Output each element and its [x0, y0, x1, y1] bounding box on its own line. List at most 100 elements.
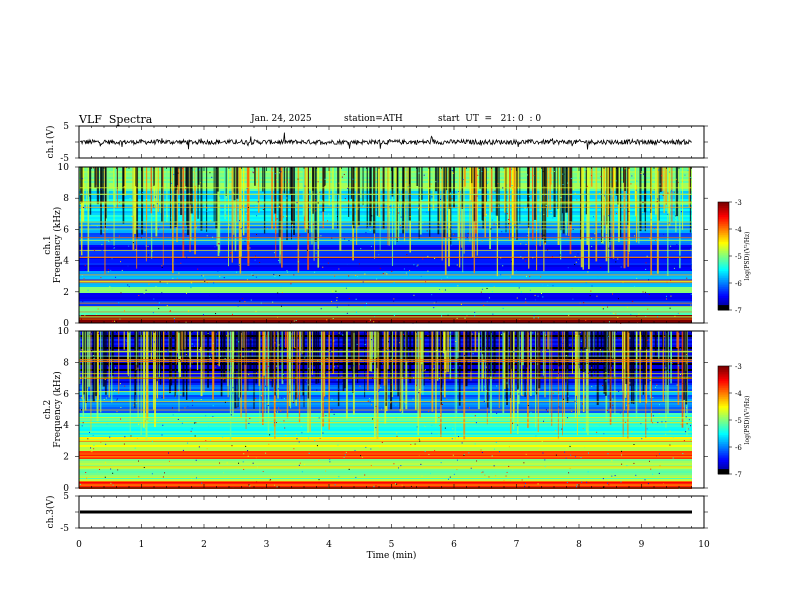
ch1-spectrogram-burst — [444, 167, 447, 275]
ch1-spectrogram-burst — [529, 167, 530, 187]
ch2-spectrogram-speckle — [370, 448, 372, 450]
ch1-spectrogram-speckle — [231, 313, 233, 315]
ch2-spectrogram-colorbar-cell — [718, 369, 729, 372]
ch2-spectrogram-speckle — [265, 452, 267, 454]
ch1-spectrogram-dark-streak — [262, 167, 264, 192]
ch1-spectrogram-speckle — [376, 278, 378, 280]
ch2-spectrogram-row — [79, 453, 692, 455]
ch2-spectrogram-speckle — [219, 462, 221, 464]
ch1-spectrogram-speckle — [442, 201, 444, 203]
ch2-spectrogram-speckle — [428, 453, 430, 455]
ch2-spectrogram-burst — [178, 331, 180, 412]
ch1-spectrogram-colorbar-tick: -7 — [735, 307, 742, 315]
ch2-spectrogram-burst — [358, 331, 360, 370]
ch1-spectrogram-row — [79, 243, 692, 245]
ch2-spectrogram-colorbar-label: log(PSD)(V²/Hz) — [744, 396, 751, 445]
ch1-spectrogram-speckle — [389, 199, 391, 201]
ch1-spectrogram-speckle — [515, 270, 517, 272]
ch1-spectrogram-colorbar-cell — [718, 202, 729, 205]
ch1-spectrogram-burst — [217, 167, 220, 257]
ch2-spectrogram-speckle — [138, 423, 140, 425]
ch1-spectrogram-speckle — [166, 215, 168, 217]
ch1-spectrogram-dark-streak — [169, 167, 172, 229]
ch2-spectrogram-speckle — [626, 465, 628, 467]
ch1-spectrogram-dark-streak — [402, 167, 405, 204]
ch2-spectrogram-burst — [281, 331, 284, 385]
ch1-spectrogram-speckle — [227, 171, 229, 173]
ch2-spectrogram-speckle — [343, 456, 345, 458]
ch1-spectrogram-speckle — [332, 290, 334, 292]
ch1-spectrogram-speckle — [128, 286, 130, 288]
ch1-spectrogram-speckle — [448, 237, 450, 239]
ch2-spectrogram-speckle — [449, 333, 451, 335]
ch2-spectrogram-speckle — [93, 444, 95, 446]
ch2-spectrogram-speckle — [169, 337, 171, 339]
ch2-spectrogram-burst — [323, 331, 326, 397]
ch1-spectrogram-speckle — [132, 242, 134, 244]
ch2-spectrogram-speckle — [629, 337, 631, 339]
ch1-spectrogram-speckle — [509, 220, 511, 222]
ch1-spectrogram-speckle — [320, 211, 322, 213]
ch1-spectrogram-speckle — [204, 205, 206, 207]
ch2-spectrogram-colorbar-tick: -5 — [735, 417, 742, 425]
ch2-spectrogram-speckle — [419, 440, 421, 442]
ch2-spectrogram-burst — [636, 331, 638, 360]
ch1-spectrogram-burst — [558, 167, 561, 185]
ch1-spectrogram-dark-streak — [437, 167, 440, 235]
ch1-spectrogram-speckle — [82, 301, 84, 303]
ch2-spectrogram-burst — [658, 331, 660, 359]
ch2-spectrogram-speckle — [569, 467, 571, 469]
ch2-spectrogram-speckle — [185, 354, 187, 356]
ch2-spectrogram-speckle — [278, 407, 280, 409]
ch2-spectrogram-dark-streak — [604, 331, 607, 396]
ch1-spectrogram-speckle — [632, 300, 634, 302]
ch1-spectrogram-speckle — [451, 244, 453, 246]
ch2-spectrogram-speckle — [187, 442, 189, 444]
ch2-spectrogram-dark-streak — [413, 331, 416, 364]
ch1-spectrogram-speckle — [111, 288, 113, 290]
ch1-spectrogram-colorbar-cell — [718, 286, 729, 289]
ch1-spectrogram-speckle — [228, 182, 230, 184]
ch2-spectrogram-speckle — [117, 469, 119, 471]
ch2-spectrogram-dark-streak — [185, 331, 188, 400]
ch2-spectrogram-heatmap — [79, 331, 704, 489]
ch2-spectrogram-line — [79, 359, 692, 361]
ch2-spectrogram-dark-streak — [645, 331, 648, 350]
ch2-spectrogram-colorbar-cell — [718, 400, 729, 403]
ch2-spectrogram-speckle — [470, 467, 472, 469]
ch2-spectrogram-speckle — [349, 367, 351, 369]
ch1-spectrogram-colorbar-tick: -5 — [735, 253, 742, 261]
ch2-spectrogram-speckle — [607, 409, 609, 411]
ch1-spectrogram-burst — [490, 167, 493, 213]
ch1-spectrogram-speckle — [170, 257, 172, 259]
ch2-spectrogram-speckle — [364, 344, 366, 346]
ch1-spectrogram-colorbar-cell — [718, 238, 729, 241]
ch1-spectrogram-speckle — [562, 184, 564, 186]
ch2-spectrogram-dark-streak — [433, 331, 436, 362]
ch1-spectrogram-row — [79, 269, 692, 271]
ch1-spectrogram-row — [79, 251, 692, 253]
ch2-spectrogram-line — [79, 456, 692, 458]
ch2-spectrogram-speckle — [620, 450, 622, 452]
ch1-ytick-label: 5 — [63, 122, 69, 132]
ch2-spectrogram-speckle — [110, 468, 112, 470]
ch2-spectrogram-speckle — [518, 388, 520, 390]
ch2-spectrogram-burst — [296, 331, 298, 398]
ch2-spectrogram-speckle — [652, 415, 654, 417]
ch1-spectrogram-speckle — [100, 277, 102, 279]
ch2-spectrogram-speckle — [462, 404, 464, 406]
ch2-spectrogram-colorbar-cell — [718, 472, 729, 475]
ch1-spectrogram-colorbar-cell — [718, 281, 729, 284]
ch2-spectrogram-speckle — [219, 355, 221, 357]
ch1-spectrogram-speckle — [206, 235, 208, 237]
ch1-spectrogram-speckle — [596, 295, 598, 297]
ch2-spectrogram-speckle — [424, 424, 426, 426]
ch2-spectrogram-dark-streak — [136, 331, 139, 368]
ch2-spectrogram-speckle — [329, 461, 331, 463]
ch2-spectrogram-speckle — [523, 462, 525, 464]
ch2-spectrogram-speckle — [473, 387, 475, 389]
ch2-spectrogram-speckle — [370, 404, 372, 406]
ch2-spectrogram-speckle — [658, 412, 660, 414]
ch2-spectrogram-speckle — [608, 440, 610, 442]
ch2-spectrogram-burst — [367, 331, 369, 391]
